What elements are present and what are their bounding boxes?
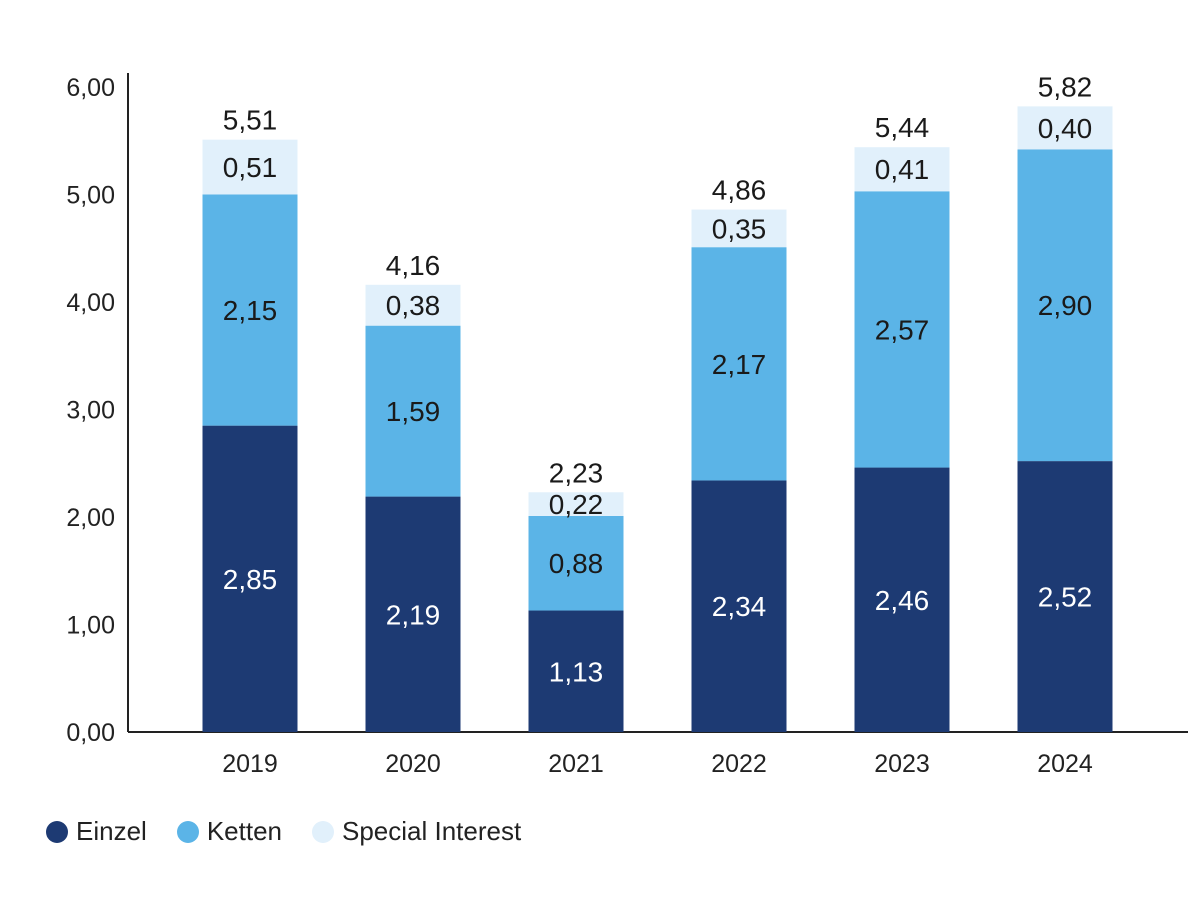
segment-value-label: 2,34	[712, 591, 767, 622]
legend-swatch-einzel	[46, 820, 68, 843]
x-tick-label: 2021	[548, 750, 604, 778]
bar-segment	[1017, 106, 1113, 150]
x-tick-label: 2022	[711, 750, 767, 778]
segment-value-label: 2,85	[223, 564, 278, 595]
segment-value-label: 1,59	[386, 396, 441, 427]
bar-segment	[854, 467, 950, 732]
segment-value-label: 2,46	[875, 585, 930, 616]
legend-label-einzel: Einzel	[76, 816, 147, 846]
x-tick-label: 2020	[385, 750, 441, 778]
x-axis: 2019 2020 2021 2022 2023 2024	[128, 731, 1188, 778]
segment-value-label: 2,19	[386, 599, 441, 630]
bar-segment	[528, 515, 624, 611]
y-axis: 0,00 1,00 2,00 3,00 4,00 5,00 6,00	[66, 73, 129, 747]
bar-segment	[365, 284, 461, 326]
segment-value-label: 0,38	[386, 290, 441, 321]
bars	[202, 106, 1113, 732]
total-value-label: 2,23	[549, 457, 604, 488]
y-tick-label: 4,00	[66, 289, 115, 317]
bar-segment	[691, 480, 787, 732]
segment-value-label: 2,57	[875, 314, 930, 345]
segment-value-label: 0,41	[875, 154, 930, 185]
segment-value-label: 2,17	[712, 349, 767, 380]
bar-segment	[202, 194, 298, 426]
data-labels: 2,85 2,15 0,51 5,51 2,19 1,59 0,38 4,16 1,13 0,88…	[223, 71, 1093, 687]
y-tick-label: 2,00	[66, 504, 115, 532]
segment-value-label: 0,22	[549, 489, 604, 520]
bar-segment	[1017, 461, 1113, 732]
legend-item-special-interest: Special Interest	[312, 816, 521, 847]
segment-value-label: 0,51	[223, 152, 278, 183]
y-tick-label: 5,00	[66, 182, 115, 210]
segment-value-label: 2,15	[223, 295, 278, 326]
bar-segment	[528, 610, 624, 732]
bar-segment	[365, 496, 461, 732]
bar-segment	[528, 492, 624, 516]
bar-segment	[1017, 149, 1113, 462]
legend-swatch-special-interest	[312, 820, 334, 843]
y-tick-label: 0,00	[66, 719, 115, 747]
segment-value-label: 1,13	[549, 656, 604, 687]
x-tick-label: 2019	[222, 750, 278, 778]
legend-item-einzel: Einzel	[46, 816, 147, 847]
segment-value-label: 2,52	[1038, 582, 1093, 613]
segment-value-label: 0,88	[549, 548, 604, 579]
bar-segment	[691, 247, 787, 481]
total-value-label: 5,44	[875, 112, 930, 143]
x-tick-label: 2023	[874, 750, 930, 778]
legend-label-special-interest: Special Interest	[342, 816, 522, 846]
y-tick-label: 1,00	[66, 612, 115, 640]
legend: Einzel Ketten Special Interest	[46, 816, 551, 847]
total-value-label: 4,86	[712, 175, 767, 206]
bar-segment	[202, 139, 298, 195]
bar-segment	[202, 425, 298, 732]
total-value-label: 4,16	[386, 250, 441, 281]
legend-label-ketten: Ketten	[206, 816, 282, 846]
bar-segment	[854, 147, 950, 192]
y-tick-label: 3,00	[66, 397, 115, 425]
legend-item-ketten: Ketten	[176, 816, 282, 847]
x-tick-label: 2024	[1037, 750, 1093, 778]
y-tick-label: 6,00	[66, 74, 115, 102]
segment-value-label: 0,35	[712, 213, 767, 244]
bar-segment	[365, 325, 461, 497]
segment-value-label: 0,40	[1038, 113, 1093, 144]
total-value-label: 5,51	[223, 105, 278, 136]
total-value-label: 5,82	[1038, 71, 1093, 102]
bar-segment	[691, 209, 787, 248]
stacked-bar-chart: 0,00 1,00 2,00 3,00 4,00 5,00 6,00 2019 2020 202…	[66, 71, 1188, 778]
legend-swatch-ketten	[176, 820, 199, 843]
bar-segment	[854, 191, 950, 468]
segment-value-label: 2,90	[1038, 290, 1093, 321]
